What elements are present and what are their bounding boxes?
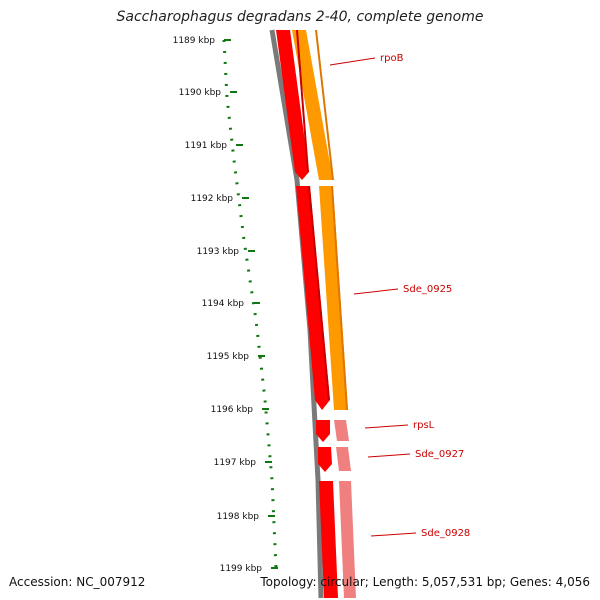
map-title: Saccharophagus degradans 2-40, complete … [116,9,484,25]
ruler-tick-label: 1198 kbp [217,512,260,522]
ruler-tick-label: 1192 kbp [191,194,234,204]
gene-leader-line [329,57,376,66]
ruler-ticks: 1189 kbp 1190 kbp 1191 kbp 1192 kbp 1193 kbp… [173,36,278,574]
gene-label: Sde_0928 [421,528,470,539]
gene-label: Sde_0925 [403,284,452,295]
ruler-tick-label: 1193 kbp [197,247,240,257]
ruler-dots [222,39,278,569]
gene-leader-line [367,453,411,458]
gene-label: rpoB [380,53,404,64]
gene-leader-line [370,532,417,537]
gene-leader-line [353,288,399,295]
ruler-tick-label: 1189 kbp [173,36,216,46]
accession-text: Accession: NC_007912 [9,575,146,589]
feature-track-orange [292,30,348,410]
feature-track-pink [334,420,356,598]
ruler-tick-label: 1196 kbp [211,405,254,415]
gene-label: rpsL [413,420,435,431]
gene-label: Sde_0927 [415,449,464,460]
ruler-tick-label: 1194 kbp [202,299,245,309]
cds-track [276,30,338,598]
ruler-tick-label: 1191 kbp [185,141,228,151]
genome-summary: Topology: circular; Length: 5,057,531 bp… [260,575,590,589]
ruler-tick-label: 1199 kbp [220,564,263,574]
gene-leader-line [364,424,409,429]
gene-labels: rpoB Sde_0925 rpsL Sde_0927 Sde_0928 [329,53,470,539]
ruler-tick-label: 1197 kbp [214,458,257,468]
ruler-tick-label: 1195 kbp [207,352,250,362]
ruler-tick-label: 1190 kbp [179,88,222,98]
